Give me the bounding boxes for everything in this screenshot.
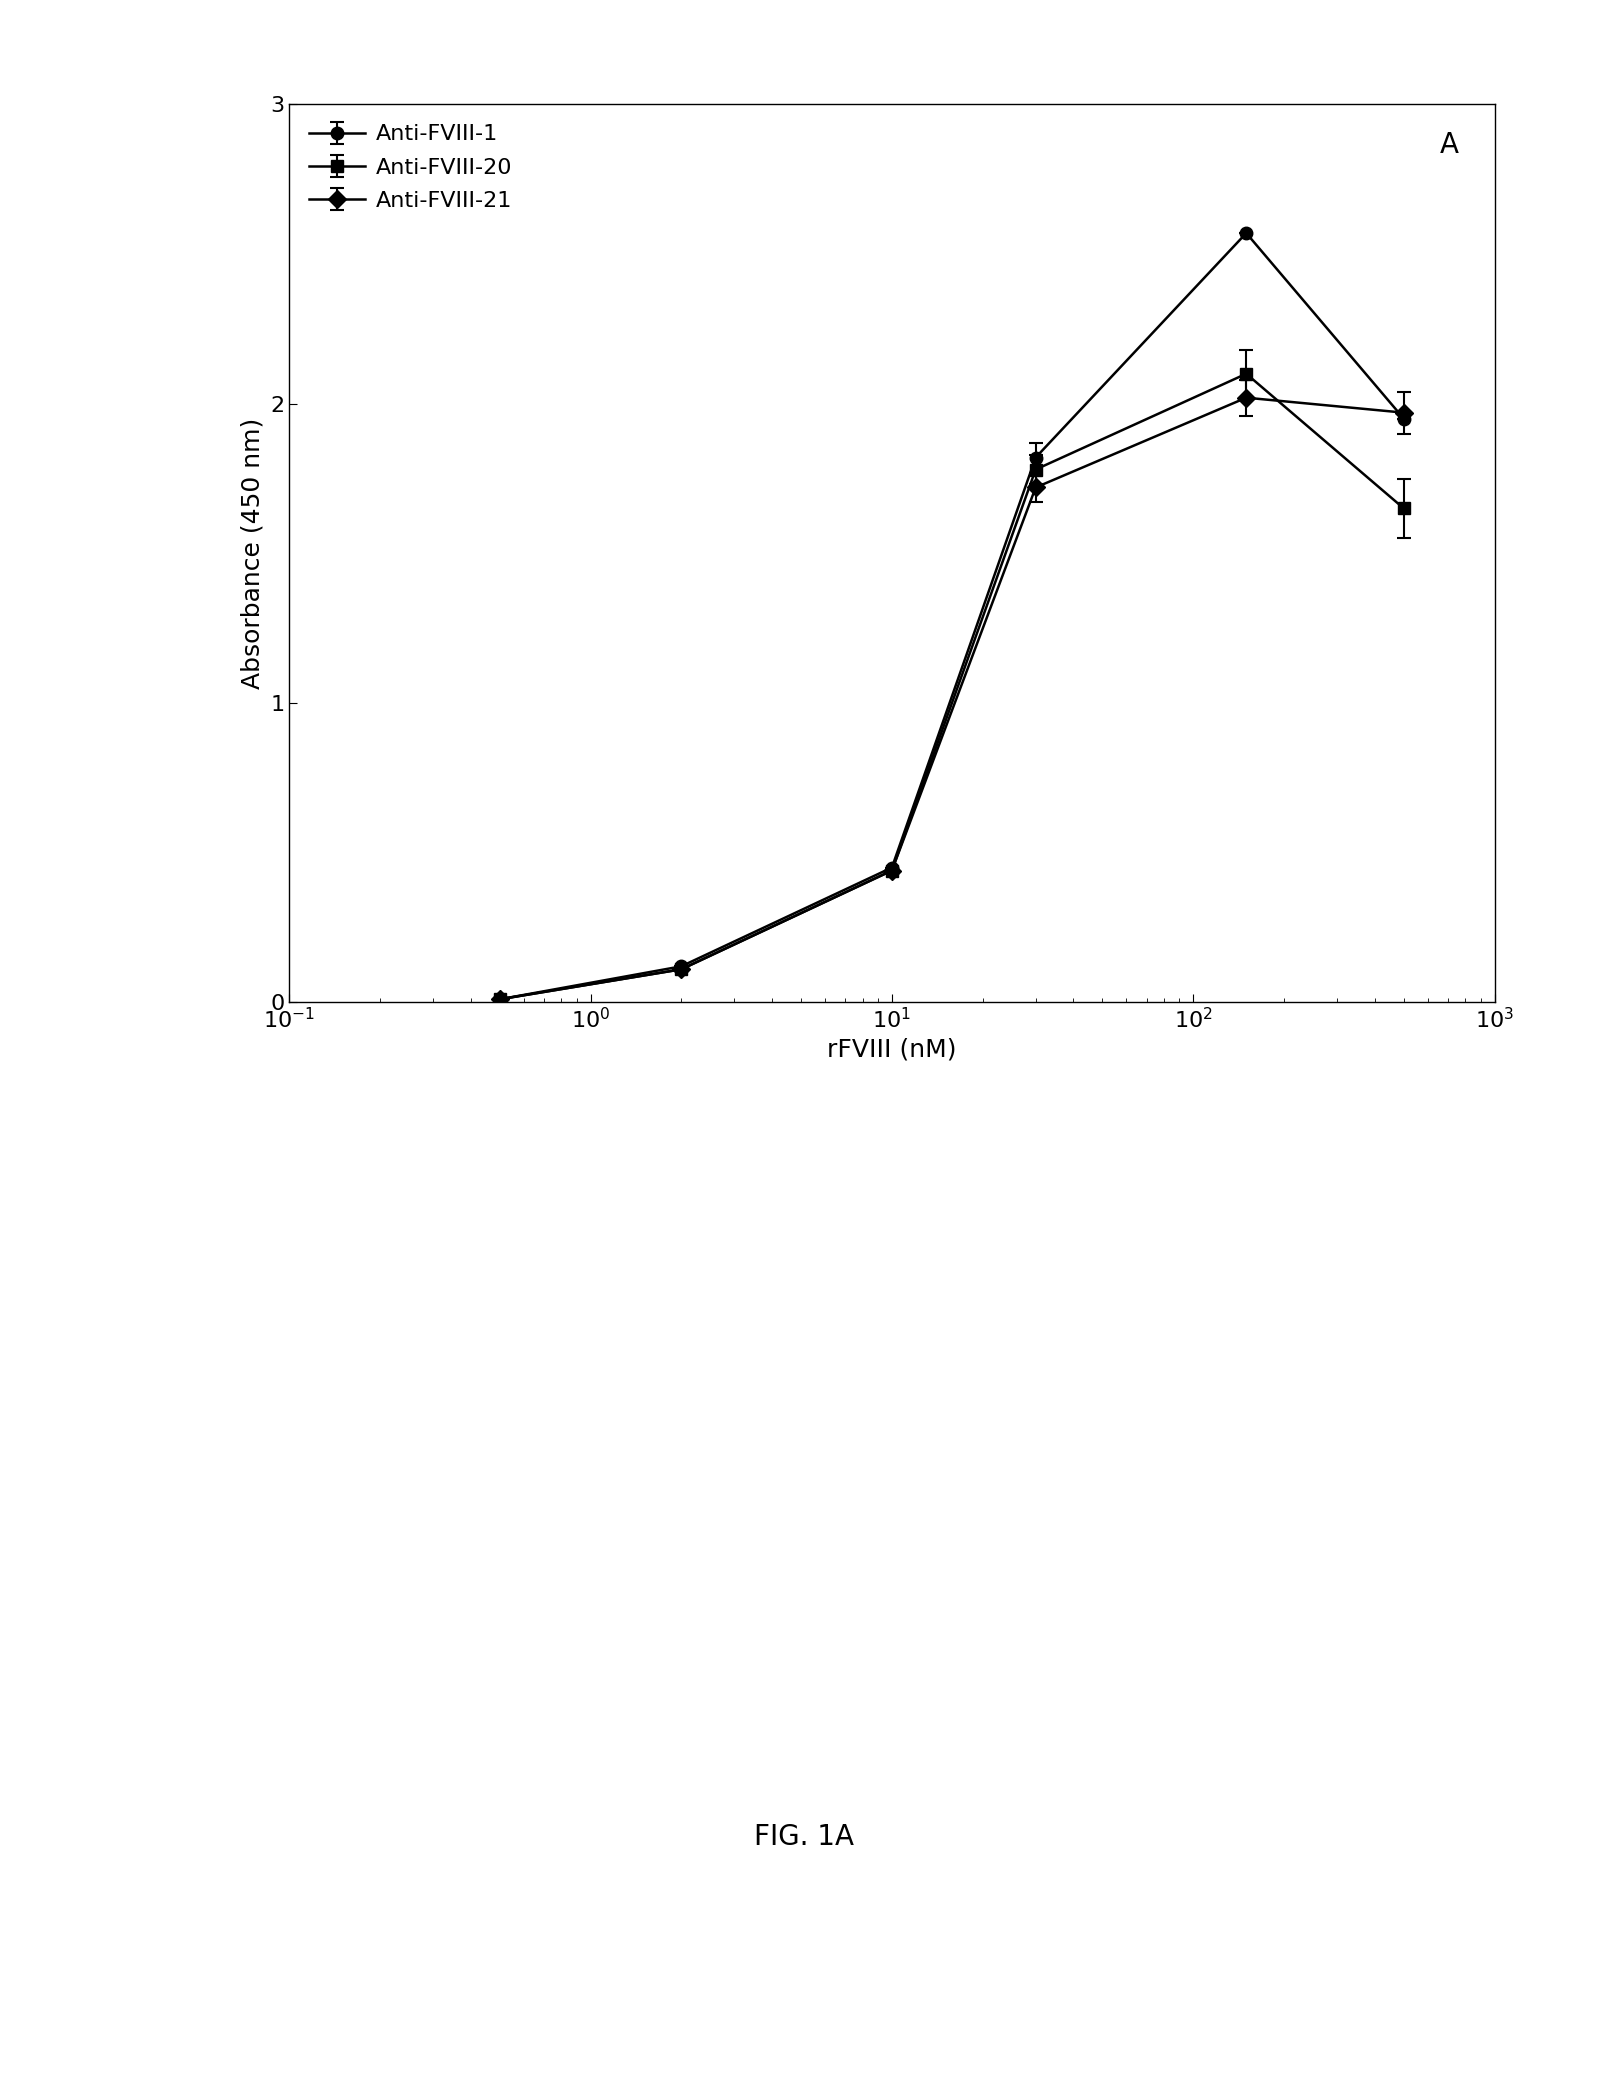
X-axis label: rFVIII (nM): rFVIII (nM) <box>828 1038 956 1063</box>
Text: FIG. 1A: FIG. 1A <box>754 1823 853 1852</box>
Text: A: A <box>1440 132 1459 159</box>
Y-axis label: Absorbance (450 nm): Absorbance (450 nm) <box>241 418 265 689</box>
Legend: Anti-FVIII-1, Anti-FVIII-20, Anti-FVIII-21: Anti-FVIII-1, Anti-FVIII-20, Anti-FVIII-… <box>301 115 521 219</box>
